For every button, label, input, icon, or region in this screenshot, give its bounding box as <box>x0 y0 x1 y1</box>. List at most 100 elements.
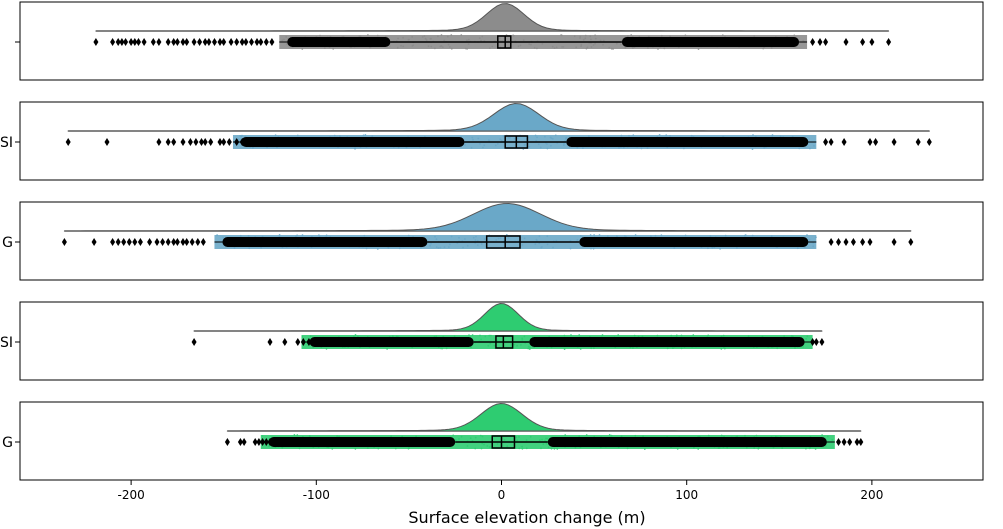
rain-point <box>535 238 538 241</box>
rain-point <box>407 234 410 237</box>
outlier-point <box>239 38 245 46</box>
rain-point <box>590 247 592 250</box>
rain-point <box>411 36 414 38</box>
rain-point <box>538 235 541 238</box>
outlier-point <box>147 238 153 246</box>
rain-point <box>546 437 549 440</box>
outlier-point <box>212 38 217 46</box>
outlier-point <box>136 38 141 46</box>
rain-point <box>518 436 520 438</box>
rain-point <box>763 146 766 149</box>
rain-point <box>569 247 572 250</box>
rain-point <box>377 447 380 450</box>
rain-point <box>680 334 683 337</box>
upper-fliers-strip <box>621 37 800 47</box>
rain-point <box>534 243 537 246</box>
rain-point <box>802 39 805 42</box>
rain-point <box>779 135 782 138</box>
rain-point <box>629 346 632 349</box>
rain-point <box>676 447 679 450</box>
lower-fliers-strip <box>287 37 391 47</box>
rain-point <box>747 335 750 338</box>
rain-point <box>575 46 578 49</box>
rain-point <box>521 339 524 341</box>
rain-point <box>490 334 492 337</box>
rain-point <box>805 447 807 450</box>
rain-point <box>711 246 714 249</box>
rain-point <box>397 37 399 40</box>
rain-point <box>647 47 649 49</box>
rain-point <box>339 135 341 138</box>
rain-point <box>371 135 374 138</box>
rain-point <box>392 335 394 338</box>
rain-point <box>333 134 336 137</box>
rain-point <box>813 145 815 147</box>
rain-point <box>683 147 685 150</box>
rain-point <box>449 243 451 246</box>
rain-point <box>578 435 581 437</box>
rain-point <box>233 247 236 249</box>
lower-fliers-strip <box>268 437 456 447</box>
rain-point <box>443 39 446 42</box>
outlier-point <box>174 38 180 46</box>
outlier-point <box>271 438 277 446</box>
rain-point <box>241 134 243 137</box>
rain-point <box>528 43 531 45</box>
panel-1: SI <box>0 101 984 181</box>
outlier-point <box>926 138 932 146</box>
rain-point <box>720 347 723 350</box>
outlier-point <box>841 438 847 446</box>
rain-point <box>555 239 558 242</box>
rain-point <box>488 334 491 337</box>
rain-point <box>521 445 523 448</box>
outlier-point <box>121 238 127 246</box>
rain-point <box>474 447 477 450</box>
rain-point <box>327 446 330 449</box>
outlier-point <box>867 138 873 146</box>
outlier-point <box>154 238 160 246</box>
outlier-point <box>119 38 125 46</box>
rain-point <box>772 446 775 449</box>
rain-point <box>537 143 540 146</box>
rain-point <box>239 234 242 237</box>
rain-point <box>367 34 369 36</box>
rain-point <box>570 334 572 336</box>
outlier-point <box>123 38 129 46</box>
rain-point <box>425 39 428 42</box>
rain-point <box>579 35 582 38</box>
rain-point <box>440 34 443 36</box>
outlier-point <box>274 438 280 446</box>
rain-point <box>608 434 611 436</box>
rain-point <box>499 237 502 240</box>
rain-point <box>680 347 683 350</box>
rain-point <box>724 35 726 38</box>
rain-point <box>809 147 811 150</box>
outlier-point <box>174 238 180 246</box>
row-label: G <box>2 235 13 251</box>
rain-point <box>660 34 663 37</box>
upper-fliers-strip <box>547 437 827 447</box>
rain-point <box>632 347 634 349</box>
rain-point <box>585 47 588 50</box>
rain-point <box>476 239 479 242</box>
rain-point <box>582 147 584 150</box>
rain-point <box>599 39 602 42</box>
rain-point <box>437 35 439 38</box>
rain-point <box>563 144 565 147</box>
outlier-point <box>180 138 186 146</box>
outlier-point <box>263 38 269 46</box>
rain-point <box>529 346 531 349</box>
rain-point <box>541 438 543 441</box>
outlier-point <box>891 138 897 146</box>
row-label: G <box>2 435 13 451</box>
outlier-point <box>263 438 269 446</box>
rain-point <box>471 334 474 336</box>
box-iqr <box>497 35 512 49</box>
rain-point <box>458 438 460 440</box>
outlier-point <box>245 138 251 146</box>
rain-point <box>684 234 687 237</box>
rain-point <box>281 446 284 449</box>
rain-point <box>578 334 581 337</box>
rain-point <box>429 244 431 247</box>
rain-point <box>435 246 438 249</box>
